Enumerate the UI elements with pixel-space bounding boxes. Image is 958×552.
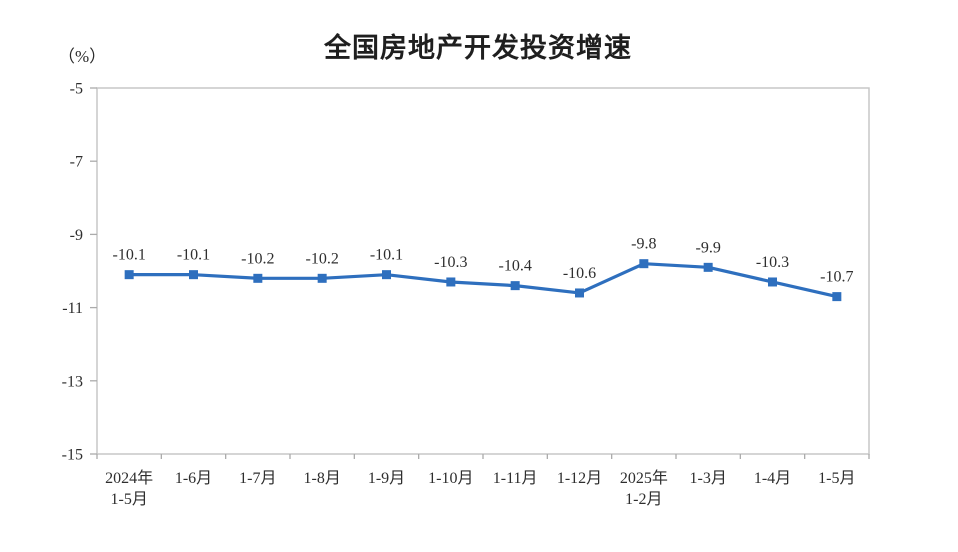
x-tick-label: 1-10月 — [428, 470, 473, 487]
data-point-marker — [832, 292, 842, 302]
data-point-marker — [189, 270, 198, 280]
y-axis-unit-label: （%） — [58, 47, 107, 66]
data-point-label: -10.3 — [756, 254, 789, 271]
data-point-label: -9.9 — [696, 239, 721, 256]
y-tick-label: -5 — [70, 81, 83, 98]
x-tick-label: 2025年 1-2月 — [620, 469, 668, 508]
data-point-label: -10.1 — [113, 247, 146, 264]
y-tick-label: -11 — [62, 300, 83, 317]
x-tick-label: 1-4月 — [754, 470, 791, 487]
y-tick-label: -7 — [70, 154, 83, 171]
data-point-marker — [510, 281, 520, 291]
x-tick-label: 1-12月 — [557, 470, 602, 487]
x-tick-label: 2024年 1-5月 — [105, 469, 153, 508]
data-point-marker — [253, 273, 263, 283]
data-point-marker — [575, 288, 584, 298]
x-tick-label: 1-8月 — [303, 470, 340, 487]
data-point-marker — [317, 273, 327, 283]
series-line — [127, 262, 839, 299]
data-point-marker — [639, 259, 649, 269]
data-point-label: -10.1 — [370, 247, 403, 264]
chart-title: 全国房地产开发投资增速 — [324, 33, 632, 63]
data-point-marker — [768, 277, 777, 287]
data-point-label: -10.3 — [434, 254, 467, 271]
x-tick-label: 1-3月 — [689, 470, 726, 487]
data-point-label: -9.8 — [631, 236, 656, 253]
data-point-marker — [446, 277, 456, 287]
y-tick-label: -13 — [62, 373, 83, 390]
x-tick-label: 1-5月 — [818, 470, 855, 487]
x-tick-label: 1-11月 — [493, 470, 538, 487]
data-point-marker — [382, 270, 391, 280]
data-point-label: -10.2 — [241, 250, 274, 267]
data-point-label: -10.6 — [563, 265, 596, 282]
plot-frame — [96, 87, 870, 455]
data-point-label: -10.4 — [499, 258, 532, 275]
y-tick-label: -9 — [70, 227, 83, 244]
data-point-marker — [703, 262, 713, 272]
y-tick-label: -15 — [62, 447, 83, 464]
data-point-label: -10.2 — [306, 250, 339, 267]
x-tick-label: 1-6月 — [175, 470, 212, 487]
data-point-label: -10.7 — [820, 269, 853, 286]
x-tick-label: 1-9月 — [368, 470, 405, 487]
data-point-marker — [124, 270, 134, 280]
x-tick-label: 1-7月 — [239, 470, 276, 487]
data-point-label: -10.1 — [177, 247, 210, 264]
